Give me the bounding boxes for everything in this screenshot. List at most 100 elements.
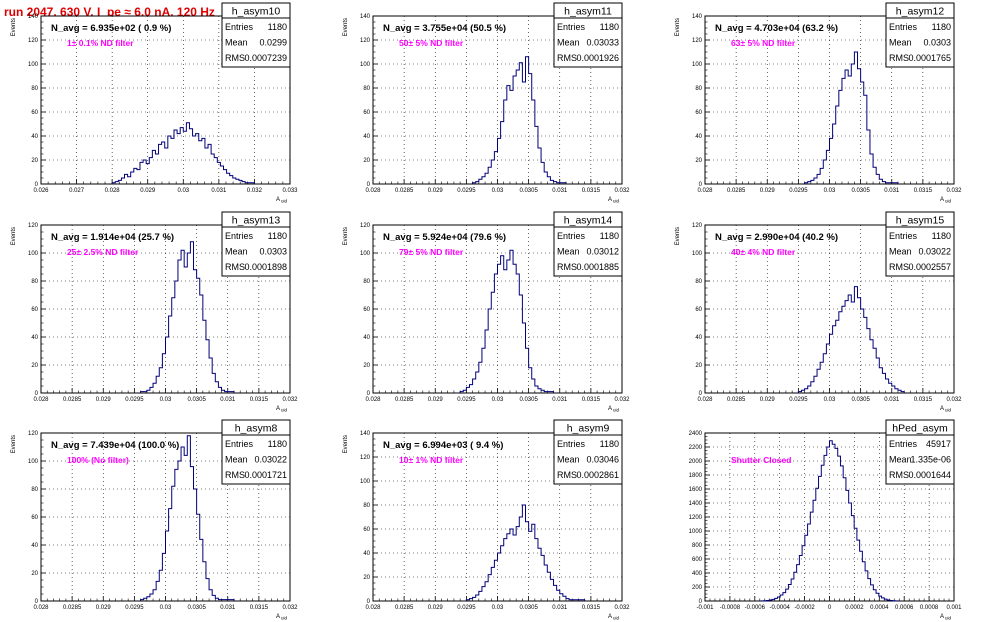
stats-box (553, 419, 623, 485)
histogram-panel-h_asym8: 0.028 0.0285 0.029 0.0295 0.03 0.0305 0.031 0.0… (11, 419, 298, 621)
stats-label: RMS (225, 53, 245, 63)
stats-box (221, 211, 291, 277)
x-tick-label: 0.0305 (519, 397, 538, 403)
x-tick-label: 0.0008 (920, 605, 939, 611)
x-tick-label: 0.029 (96, 605, 112, 611)
x-tick-label: 0.028 (365, 188, 381, 194)
x-tick-label: -0.0002 (794, 605, 815, 611)
x-tick-label: 0.0315 (914, 188, 933, 194)
y-tick-label: 120 (28, 431, 39, 437)
stats-label: Entries (557, 439, 586, 449)
histogram-panel-h_asym9: 0.028 0.0285 0.029 0.0295 0.03 0.0305 0.031 0.0… (343, 419, 630, 621)
x-tick-label: 0.029 (760, 188, 776, 194)
y-tick-label: 120 (28, 223, 39, 229)
x-tick-label: 0.032 (247, 188, 263, 194)
y-tick-label: 2200 (689, 445, 703, 451)
x-tick-label: 0.0295 (789, 397, 808, 403)
x-tick-label: 0.0315 (250, 605, 269, 611)
x-axis-label: Auid (608, 614, 620, 621)
stats-value: 0.0001721 (244, 470, 287, 480)
y-tick-label: 1400 (689, 501, 703, 507)
y-tick-label: 80 (31, 487, 38, 493)
x-tick-label: 0.031 (552, 188, 568, 194)
x-tick-label: 0.0295 (457, 188, 476, 194)
histogram-line (140, 241, 235, 393)
histogram-line (804, 51, 899, 184)
y-tick-label: 20 (363, 158, 370, 164)
x-tick-label: 0.031 (211, 188, 227, 194)
x-tick-label: 0.032 (282, 605, 298, 611)
stats-label: RMS (889, 470, 909, 480)
y-axis-label: Events (343, 227, 349, 245)
stats-value: 0.0001898 (244, 262, 287, 272)
x-tick-label: 0.031 (220, 397, 236, 403)
x-tick-label: 0.028 (697, 188, 713, 194)
y-tick-label: 120 (360, 455, 371, 461)
y-tick-label: 2000 (689, 459, 703, 465)
y-tick-label: 0 (699, 599, 703, 605)
x-tick-label: 0.028 (365, 397, 381, 403)
stats-label: Entries (557, 231, 586, 241)
stats-box (221, 419, 291, 485)
x-tick-label: 0.032 (614, 397, 630, 403)
stats-label: Entries (889, 231, 918, 241)
y-tick-label: 100 (28, 251, 39, 257)
x-tick-label: 0.0285 (395, 605, 414, 611)
filter-text: Shutter Closed (731, 455, 791, 465)
x-tick-label: -0.0006 (745, 605, 766, 611)
stats-label: Mean (889, 247, 912, 257)
y-tick-label: 80 (363, 86, 370, 92)
y-tick-label: 140 (360, 14, 371, 20)
y-tick-label: 0 (35, 182, 39, 188)
stats-value: 1180 (600, 231, 619, 241)
y-tick-label: 80 (363, 503, 370, 509)
stats-value: 0.0303 (923, 38, 951, 48)
stats-label: Mean (557, 38, 580, 48)
x-tick-label: 0.0285 (63, 605, 82, 611)
x-tick-label: 0.031 (552, 397, 568, 403)
y-tick-label: 2400 (689, 431, 703, 437)
x-axis-label: Auid (276, 406, 288, 413)
x-tick-label: 0.0295 (457, 397, 476, 403)
histogram-name: h_asym8 (235, 423, 278, 435)
x-tick-label: 0.0295 (125, 397, 144, 403)
x-tick-label: 0.032 (614, 605, 630, 611)
y-tick-label: 1000 (689, 529, 703, 535)
stats-label: Mean (225, 455, 248, 465)
y-tick-label: 0 (699, 391, 703, 397)
stats-value: 0.03012 (586, 247, 619, 257)
x-tick-label: 0.033 (282, 188, 298, 194)
stats-label: Mean (889, 38, 912, 48)
stats-label: Mean (225, 247, 248, 257)
y-axis-label: Events (11, 227, 17, 245)
navg-text: N_avg = 7.439e+04 (100.0 %) (51, 440, 179, 451)
y-tick-label: 140 (360, 431, 371, 437)
stats-value: 0.0002557 (908, 262, 951, 272)
histogram-panel-h_asym14: 0.028 0.0285 0.029 0.0295 0.03 0.0305 0.031 0.0… (343, 211, 630, 413)
x-tick-label: 0.03 (160, 397, 172, 403)
x-tick-label: -0.0004 (770, 605, 791, 611)
x-tick-label: 0.0295 (789, 188, 808, 194)
y-tick-label: 0 (367, 182, 371, 188)
x-tick-label: 0.0305 (851, 188, 870, 194)
histogram-name: h_asym12 (896, 6, 945, 18)
y-tick-label: 100 (28, 62, 39, 68)
histogram-panel-h_asym10: 0.026 0.027 0.028 0.029 0.03 0.031 0.032 0.033 0… (11, 2, 298, 204)
y-tick-label: 0 (35, 391, 39, 397)
x-axis-label: Auid (276, 197, 288, 204)
x-tick-label: 0.03 (177, 188, 189, 194)
y-tick-label: 40 (363, 134, 370, 140)
y-tick-label: 40 (31, 335, 38, 341)
y-tick-label: 120 (692, 38, 703, 44)
y-tick-label: 120 (360, 38, 371, 44)
x-tick-label: 0.029 (140, 188, 156, 194)
y-tick-label: 80 (31, 279, 38, 285)
x-tick-label: 0.028 (105, 188, 121, 194)
x-tick-label: 0.0305 (519, 605, 538, 611)
y-tick-label: 1800 (689, 473, 703, 479)
histogram-name: h_asym9 (567, 423, 610, 435)
x-tick-label: 0.028 (365, 605, 381, 611)
stats-label: Mean (889, 455, 912, 465)
histogram-line (111, 122, 255, 184)
x-axis-label: Auid (940, 197, 952, 204)
